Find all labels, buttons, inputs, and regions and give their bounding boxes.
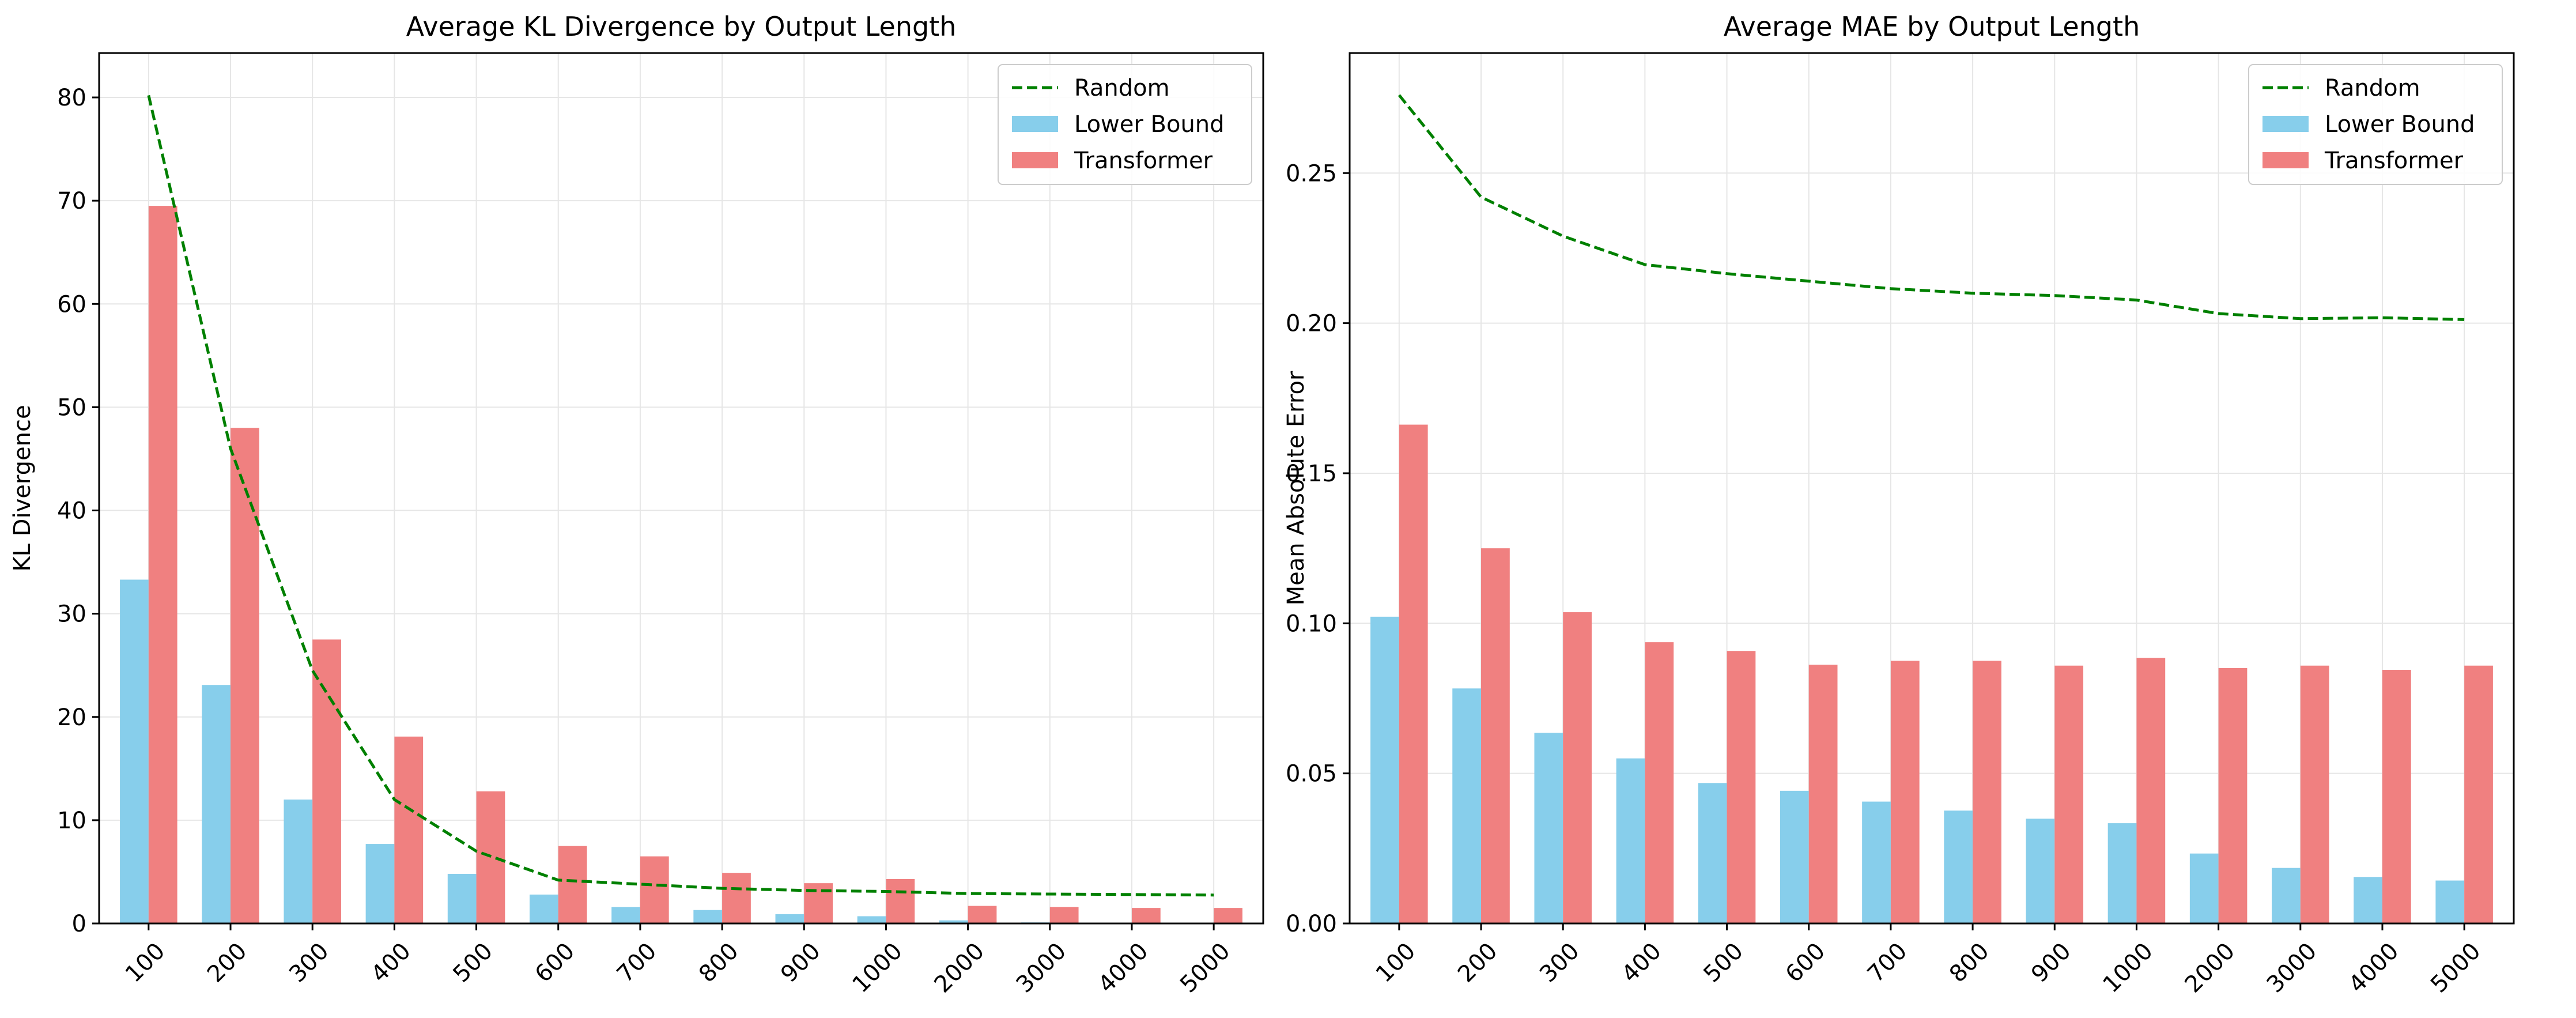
legend-label: Random: [2325, 75, 2420, 101]
y-tick-label: 30: [57, 601, 86, 628]
random-line: [147, 95, 1214, 897]
plot-frame: [98, 52, 1264, 925]
legend-swatch-lower-bound: [2263, 116, 2309, 132]
bar-lower-bound: [2107, 823, 2137, 923]
bar-lower-bound: [2354, 877, 2382, 923]
bar-lower-bound: [1370, 616, 1399, 923]
bar-lower-bound: [1944, 810, 1973, 923]
bar-transformer: [1890, 661, 1920, 923]
legend-label: Transformer: [2324, 148, 2464, 174]
bar-lower-bound: [120, 579, 149, 923]
bar-lower-bound: [775, 914, 804, 923]
bar-lower-bound: [611, 907, 640, 923]
legend-label: Transformer: [1074, 148, 1213, 174]
random-series-line: [1397, 94, 2465, 321]
y-tick-label: 50: [57, 394, 86, 421]
bar-lower-bound: [365, 844, 395, 923]
bar-lower-bound: [2272, 868, 2301, 923]
bar-transformer: [640, 856, 669, 923]
bar-lower-bound: [1780, 790, 1809, 923]
bar-transformer: [2218, 668, 2248, 923]
bar-transformer: [1808, 665, 1838, 923]
mae-chart: Average MAE by Output Length Mean Absolu…: [1283, 11, 2515, 998]
y-tick-label: 70: [57, 188, 86, 214]
y-tick-label: 0.05: [1286, 761, 1337, 787]
y-axis-ticks: 0 10 20 30 40 50 60 70 80: [57, 85, 99, 937]
bar-lower-bound: [1862, 801, 1891, 923]
legend-label: Lower Bound: [1074, 111, 1225, 138]
bar-transformer: [886, 879, 915, 923]
legend-box: [2248, 64, 2503, 185]
y-tick-label: 60: [57, 291, 86, 318]
bar-transformer: [312, 639, 341, 923]
legend: Random Lower Bound Transformer: [998, 64, 1252, 185]
y-tick-label: 10: [57, 808, 86, 834]
bar-transformer: [722, 873, 751, 923]
bar-lower-bound: [857, 916, 886, 923]
chart-title: Average KL Divergence by Output Length: [406, 11, 957, 42]
legend-box: [998, 64, 1252, 185]
legend: Random Lower Bound Transformer: [2248, 64, 2503, 185]
bar-transformer: [1645, 642, 1674, 923]
bar-transformer: [2136, 658, 2166, 923]
bar-transformer: [2054, 665, 2084, 923]
y-axis-ticks: 0.00 0.05 0.10 0.15 0.20 0.25: [1286, 160, 1350, 937]
random-series-line: [147, 95, 1214, 897]
bar-transformer: [1049, 907, 1079, 923]
y-tick-label: 0.10: [1286, 610, 1337, 637]
y-tick-label: 0.20: [1286, 311, 1337, 337]
legend-swatch-transformer: [2263, 152, 2309, 168]
bar-lower-bound: [447, 874, 477, 923]
bar-transformer: [558, 846, 587, 923]
y-tick-label: 20: [57, 704, 86, 731]
bar-transformer: [1563, 612, 1592, 923]
bar-transformer: [1973, 661, 2001, 923]
bar-lower-bound: [1698, 783, 1727, 923]
bar-lower-bound: [529, 894, 558, 923]
y-tick-label: 0.25: [1286, 160, 1337, 187]
bar-transformer: [1399, 424, 1428, 923]
bar-transformer: [1481, 548, 1510, 923]
bar-transformer: [394, 736, 424, 923]
bar-marks: [1370, 424, 2493, 923]
legend-label: Random: [1074, 75, 1170, 101]
y-tick-label: 40: [57, 498, 86, 525]
bar-lower-bound: [1452, 688, 1482, 923]
bar-lower-bound: [2189, 853, 2219, 923]
y-tick-label: 0.15: [1286, 461, 1337, 487]
bar-lower-bound: [939, 920, 968, 923]
bar-lower-bound: [284, 800, 313, 923]
legend-label: Lower Bound: [2325, 111, 2475, 138]
y-tick-label: 80: [57, 85, 86, 111]
legend-swatch-transformer: [1012, 152, 1058, 168]
plot-frame: [1349, 52, 2515, 925]
bar-lower-bound: [202, 685, 231, 923]
bar-lower-bound: [1616, 758, 1645, 923]
bar-transformer: [2300, 665, 2329, 923]
bar-transformer: [1727, 651, 1756, 923]
bar-transformer: [231, 428, 259, 923]
bar-lower-bound: [2026, 819, 2055, 923]
bar-lower-bound: [1534, 733, 1563, 923]
bar-marks: [120, 206, 1242, 923]
bar-transformer: [1131, 908, 1161, 923]
legend-swatch-lower-bound: [1012, 116, 1058, 132]
bar-transformer: [1214, 908, 1242, 923]
chart-title: Average MAE by Output Length: [1724, 11, 2140, 42]
y-tick-label: 0: [72, 911, 86, 937]
y-tick-label: 0.00: [1286, 911, 1337, 937]
bar-transformer: [2382, 670, 2411, 923]
bar-lower-bound: [693, 910, 723, 923]
y-axis-label: Mean Absolute Error: [1283, 371, 1309, 605]
random-line: [1397, 94, 2465, 321]
y-axis-label: KL Divergence: [9, 405, 36, 571]
bar-transformer: [148, 206, 177, 923]
bar-lower-bound: [2435, 880, 2465, 923]
bar-transformer: [2464, 665, 2493, 923]
bar-transformer: [968, 906, 997, 923]
